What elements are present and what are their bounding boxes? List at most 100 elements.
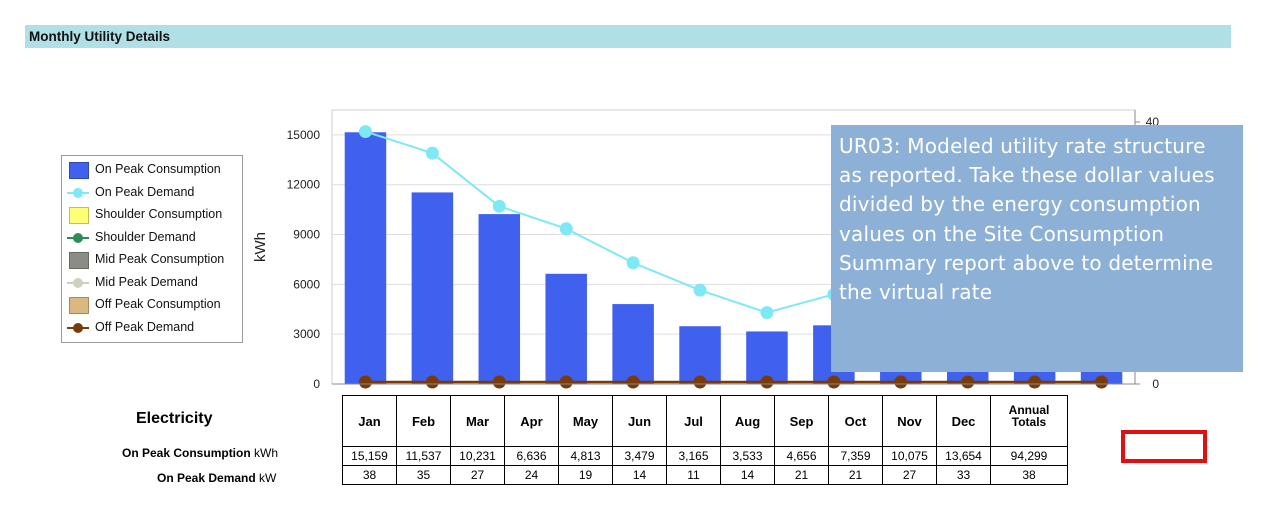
point-jan: [358, 125, 372, 139]
y-tick-label: 0: [313, 377, 320, 391]
legend-item: Off Peak Demand: [62, 318, 242, 338]
row-unit: kW: [259, 471, 277, 485]
legend-label: Mid Peak Consumption: [95, 252, 225, 266]
point-jul: [760, 375, 774, 389]
table-cell: 21: [828, 465, 883, 485]
bar-apr: [545, 273, 587, 384]
table-cell-total: 94,299: [990, 446, 1068, 466]
table-cell: 3,479: [612, 446, 667, 466]
point-apr: [559, 222, 573, 236]
table-row: 38 35 27 24 19 14 11 14 21 21 27 33 38: [342, 465, 1068, 485]
table-cell: 3,165: [666, 446, 721, 466]
callout-text: UR03: Modeled utility rate structure as …: [839, 134, 1215, 305]
table-title: Electricity: [136, 410, 213, 427]
legend-swatch: [69, 162, 89, 179]
legend-swatch: [69, 252, 89, 269]
table-header-row: Jan Feb Mar Apr May Jun Jul Aug Sep Oct Nov Dec Annu…: [342, 395, 1068, 447]
row-label-on-peak-demand: On Peak Demand kW: [157, 471, 276, 485]
legend-swatch: [69, 297, 89, 314]
legend-dot: [73, 322, 83, 333]
point-may: [626, 256, 640, 270]
table-cell: 13,654: [936, 446, 991, 466]
point-oct: [961, 375, 975, 389]
legend-label: On Peak Consumption: [95, 162, 221, 176]
annotation-callout: UR03: Modeled utility rate structure as …: [831, 125, 1243, 372]
table-cell: 15,159: [342, 446, 397, 466]
table-cell: 4,813: [558, 446, 613, 466]
table-cell: 27: [882, 465, 937, 485]
legend-label: Shoulder Demand: [95, 229, 196, 244]
bar-may: [612, 304, 654, 384]
column-header: Dec: [936, 395, 991, 447]
legend-item: Shoulder Consumption: [62, 205, 242, 225]
column-header: Jun: [612, 395, 667, 447]
bar-feb: [411, 192, 454, 384]
legend-label: Shoulder Consumption: [95, 207, 223, 221]
annual-total-highlight: [1121, 430, 1207, 463]
table-cell: 14: [720, 465, 775, 485]
table-cell: 11,537: [396, 446, 451, 466]
column-header: Apr: [504, 395, 559, 447]
legend-item: Mid Peak Consumption: [62, 250, 242, 270]
point-feb: [425, 146, 439, 160]
point-feb: [425, 375, 439, 389]
column-header: Feb: [396, 395, 451, 447]
y-tick-label: 15000: [287, 128, 321, 142]
point-jun: [693, 283, 707, 297]
y-tick-label: 3000: [293, 327, 320, 341]
chart-legend: On Peak Consumption On Peak Demand Shoulde…: [61, 155, 243, 343]
y-tick-label: 6000: [293, 277, 320, 291]
table-cell: 38: [342, 465, 397, 485]
table-cell: 7,359: [828, 446, 883, 466]
point-apr: [559, 375, 573, 389]
table-cell: 4,656: [774, 446, 829, 466]
legend-item: Shoulder Demand: [62, 228, 242, 248]
table-cell: 24: [504, 465, 559, 485]
column-header: Sep: [774, 395, 829, 447]
table-cell: 19: [558, 465, 613, 485]
bar-mar: [478, 214, 521, 384]
row-label-text: On Peak Consumption: [122, 446, 251, 460]
legend-dot: [73, 232, 83, 243]
table-cell: 35: [396, 465, 451, 485]
legend-item: On Peak Demand: [62, 183, 242, 203]
table-cell: 27: [450, 465, 505, 485]
table-cell: 14: [612, 465, 667, 485]
y-tick-label: 12000: [287, 178, 321, 192]
legend-dot: [73, 277, 83, 288]
legend-item: On Peak Consumption: [62, 160, 242, 180]
table-cell: 3,533: [720, 446, 775, 466]
bar-jan: [344, 132, 387, 384]
utility-table: Jan Feb Mar Apr May Jun Jul Aug Sep Oct Nov Dec Annu…: [342, 395, 1068, 485]
column-header: May: [558, 395, 613, 447]
legend-label: Off Peak Consumption: [95, 297, 221, 311]
column-header: Oct: [828, 395, 883, 447]
row-label-text: On Peak Demand: [157, 471, 256, 485]
column-header: Jan: [342, 395, 397, 447]
column-header: Mar: [450, 395, 505, 447]
row-unit: kWh: [254, 446, 279, 460]
column-header: Nov: [882, 395, 937, 447]
y-tick-label: 9000: [293, 228, 320, 242]
y-axis-label: kWh: [252, 232, 269, 262]
point-jan: [358, 375, 372, 389]
point-mar: [492, 199, 506, 213]
table-row: 15,159 11,537 10,231 6,636 4,813 3,479 3,165 3,…: [342, 446, 1068, 466]
point-mar: [492, 375, 506, 389]
point-jul: [760, 306, 774, 320]
legend-label: Mid Peak Demand: [95, 274, 198, 289]
point-dec: [1095, 375, 1109, 389]
table-cell: 10,075: [882, 446, 937, 466]
point-nov: [1028, 375, 1042, 389]
bar-jul: [746, 331, 788, 384]
column-header: Aug: [720, 395, 775, 447]
column-header: Jul: [666, 395, 721, 447]
table-cell: 10,231: [450, 446, 505, 466]
table-cell: 33: [936, 465, 991, 485]
y2-tick-label: 0: [1152, 377, 1159, 391]
point-sep: [894, 375, 908, 389]
section-header: Monthly Utility Details: [25, 25, 1231, 48]
legend-label: On Peak Demand: [95, 184, 195, 199]
legend-item: Mid Peak Demand: [62, 273, 242, 293]
point-may: [626, 375, 640, 389]
